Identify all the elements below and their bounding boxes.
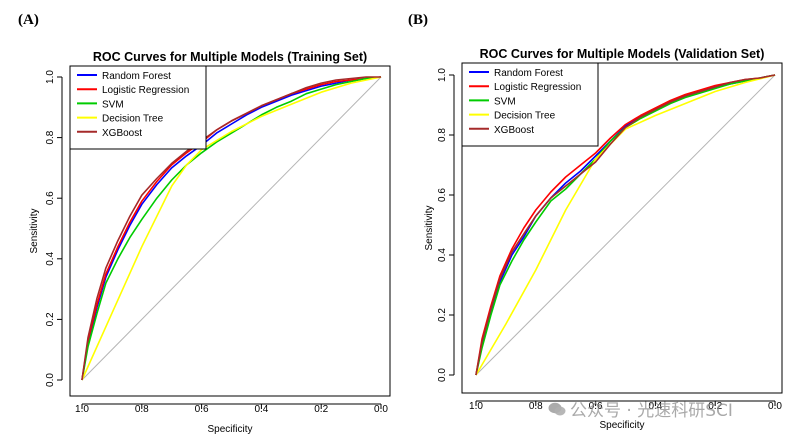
x-axis-label: Specificity — [207, 424, 252, 435]
y-tick-label: 0.4 — [45, 251, 56, 265]
legend-box — [69, 65, 207, 150]
x-tick-label: 0.8 — [135, 404, 149, 415]
panel-label-a: (A) — [18, 12, 39, 28]
legend-label: Decision Tree — [102, 114, 164, 125]
y-tick-label: 0.8 — [437, 128, 448, 142]
y-tick-label: 0.2 — [437, 308, 448, 322]
y-axis-label: Sensitivity — [424, 205, 435, 250]
x-axis-label: Specificity — [599, 420, 644, 431]
legend-label: Logistic Regression — [102, 85, 189, 96]
legend-label: XGBoost — [102, 128, 142, 139]
x-tick-label: 0.4 — [254, 404, 268, 415]
y-tick-label: 1.0 — [45, 70, 56, 84]
y-tick-label: 0.6 — [437, 188, 448, 202]
legend-box — [461, 62, 599, 147]
x-tick-label: 0.0 — [374, 404, 388, 415]
x-tick-label: 0.4 — [648, 401, 662, 412]
y-tick-label: 0.0 — [437, 368, 448, 382]
roc-line-svm — [475, 74, 776, 376]
x-tick-label: 0.0 — [768, 401, 782, 412]
watermark: 公众号 · 光速科研SCI — [548, 396, 733, 421]
legend-label: SVM — [494, 96, 516, 107]
x-tick-label: 0.2 — [708, 401, 722, 412]
plot-frame — [461, 62, 783, 394]
roc-chart-training: ROC Curves for Multiple Models (Training… — [29, 50, 391, 435]
roc-line-random-forest — [81, 76, 382, 381]
chart-title: ROC Curves for Multiple Models (Training… — [93, 50, 367, 64]
y-tick-label: 0.0 — [45, 373, 56, 387]
x-tick-label: 0.8 — [529, 401, 543, 412]
x-tick-label: 1.0 — [469, 401, 483, 412]
x-tick-label: 1.0 — [75, 404, 89, 415]
roc-line-xgboost — [475, 74, 776, 376]
roc-line-xgboost — [81, 76, 381, 381]
y-axis-label: Sensitivity — [29, 208, 40, 253]
wechat-icon — [548, 402, 566, 415]
y-tick-label: 0.6 — [45, 191, 56, 205]
roc-line-decision-tree — [81, 76, 382, 381]
y-tick-label: 0.4 — [437, 248, 448, 262]
reference-diagonal — [81, 76, 382, 381]
legend-label: SVM — [102, 99, 124, 110]
y-tick-label: 0.8 — [45, 130, 56, 144]
x-tick-label: 0.2 — [314, 404, 328, 415]
legend-label: Random Forest — [102, 71, 171, 82]
x-tick-label: 0.6 — [195, 404, 209, 415]
roc-line-logistic-regression — [475, 74, 776, 376]
reference-diagonal — [475, 74, 776, 376]
roc-line-svm — [81, 76, 382, 381]
chart-title: ROC Curves for Multiple Models (Validati… — [480, 47, 765, 61]
legend-label: Logistic Regression — [494, 82, 581, 93]
legend-label: Random Forest — [494, 68, 563, 79]
y-tick-label: 1.0 — [437, 68, 448, 82]
roc-line-decision-tree — [475, 74, 776, 376]
roc-chart-validation: ROC Curves for Multiple Models (Validati… — [424, 47, 783, 431]
y-tick-label: 0.2 — [45, 312, 56, 326]
legend-label: XGBoost — [494, 125, 534, 136]
panel-label-b: (B) — [408, 12, 428, 28]
watermark-text: 公众号 · 光速科研SCI — [570, 401, 733, 421]
plot-frame — [69, 65, 391, 397]
x-tick-label: 0.6 — [589, 401, 603, 412]
legend-label: Decision Tree — [494, 111, 556, 122]
